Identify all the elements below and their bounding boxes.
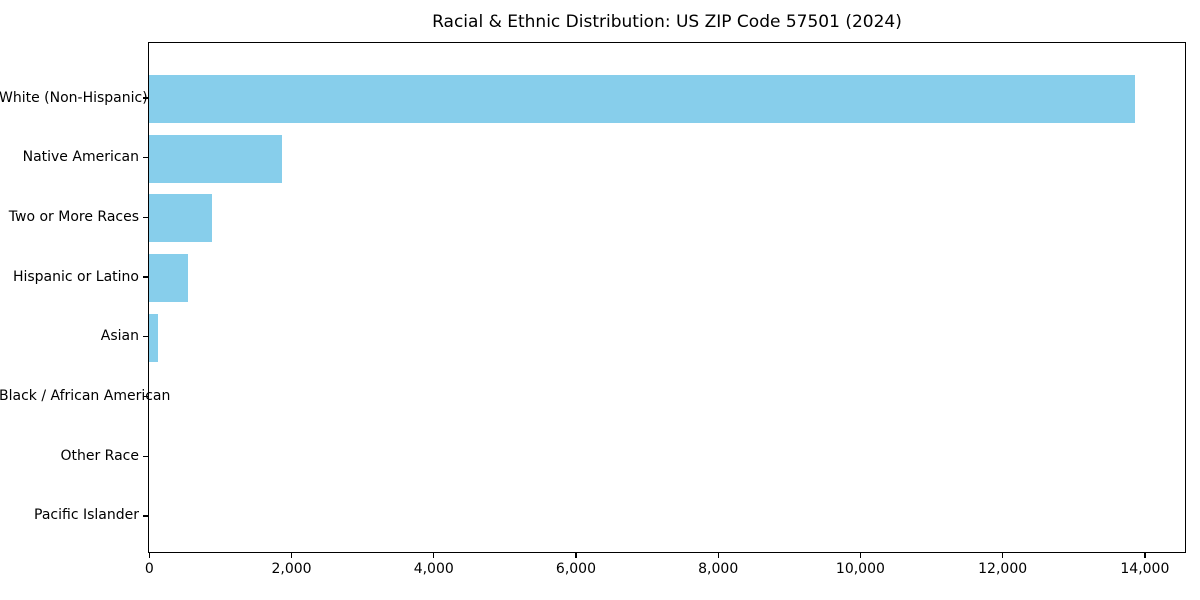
x-tick-label: 4,000	[413, 561, 454, 577]
y-tick-mark	[143, 395, 148, 398]
x-tick-mark	[290, 553, 293, 558]
plot-area	[148, 42, 1186, 553]
x-tick-mark	[575, 553, 577, 558]
y-tick-mark	[143, 455, 148, 457]
x-tick-mark	[148, 553, 150, 558]
y-tick-label: Hispanic or Latino	[12, 268, 139, 285]
x-tick-label: 14,000	[1120, 561, 1170, 577]
x-tick-label: 12,000	[978, 561, 1028, 577]
x-tick-label: 6,000	[555, 561, 597, 577]
bar	[149, 194, 213, 243]
x-tick-label: 8,000	[698, 561, 739, 577]
bar	[149, 75, 1136, 123]
x-tick-mark	[859, 553, 862, 558]
y-tick-label: Two or More Races	[8, 208, 139, 225]
x-tick-label: 0	[144, 561, 154, 577]
bar	[149, 313, 158, 362]
bar	[149, 134, 282, 183]
y-tick-label: White (Non-Hispanic)	[0, 89, 148, 106]
x-tick-label: 2,000	[271, 561, 312, 577]
bar	[149, 254, 189, 303]
y-tick-label: Pacific Islander	[34, 507, 139, 524]
x-tick-mark	[1002, 553, 1004, 558]
x-tick-mark	[1144, 553, 1146, 558]
y-tick-mark	[143, 97, 148, 99]
x-tick-mark	[433, 553, 435, 558]
y-tick-mark	[143, 216, 148, 219]
y-tick-mark	[143, 336, 148, 338]
y-tick-label: Native American	[22, 149, 139, 166]
y-tick-mark	[143, 515, 148, 517]
y-tick-label: Other Race	[60, 447, 139, 464]
chart-title: Racial & Ethnic Distribution: US ZIP Cod…	[432, 12, 902, 32]
y-tick-label: Asian	[100, 328, 139, 345]
x-tick-mark	[717, 553, 719, 558]
y-tick-mark	[143, 157, 148, 159]
y-tick-mark	[143, 276, 148, 278]
y-tick-label: Black / African American	[0, 388, 171, 404]
x-tick-label: 10,000	[835, 561, 885, 577]
